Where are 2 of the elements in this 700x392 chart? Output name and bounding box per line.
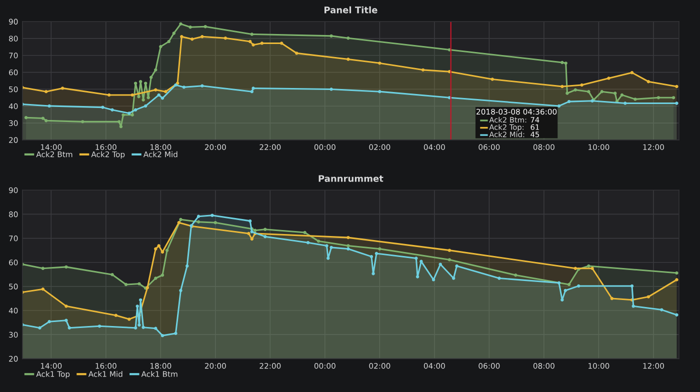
chart-title: Pannrummet <box>318 175 384 182</box>
chart-title: Panel Title <box>324 6 378 14</box>
